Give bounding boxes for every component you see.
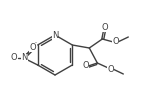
Text: N: N bbox=[52, 31, 58, 40]
Text: O: O bbox=[112, 38, 119, 47]
Text: N: N bbox=[22, 54, 28, 63]
Text: O: O bbox=[107, 64, 114, 73]
Text: -: - bbox=[35, 40, 37, 45]
Text: O: O bbox=[10, 54, 17, 63]
Text: +: + bbox=[26, 51, 31, 56]
Text: O: O bbox=[82, 61, 89, 70]
Text: O: O bbox=[29, 43, 36, 52]
Text: O: O bbox=[101, 22, 108, 31]
